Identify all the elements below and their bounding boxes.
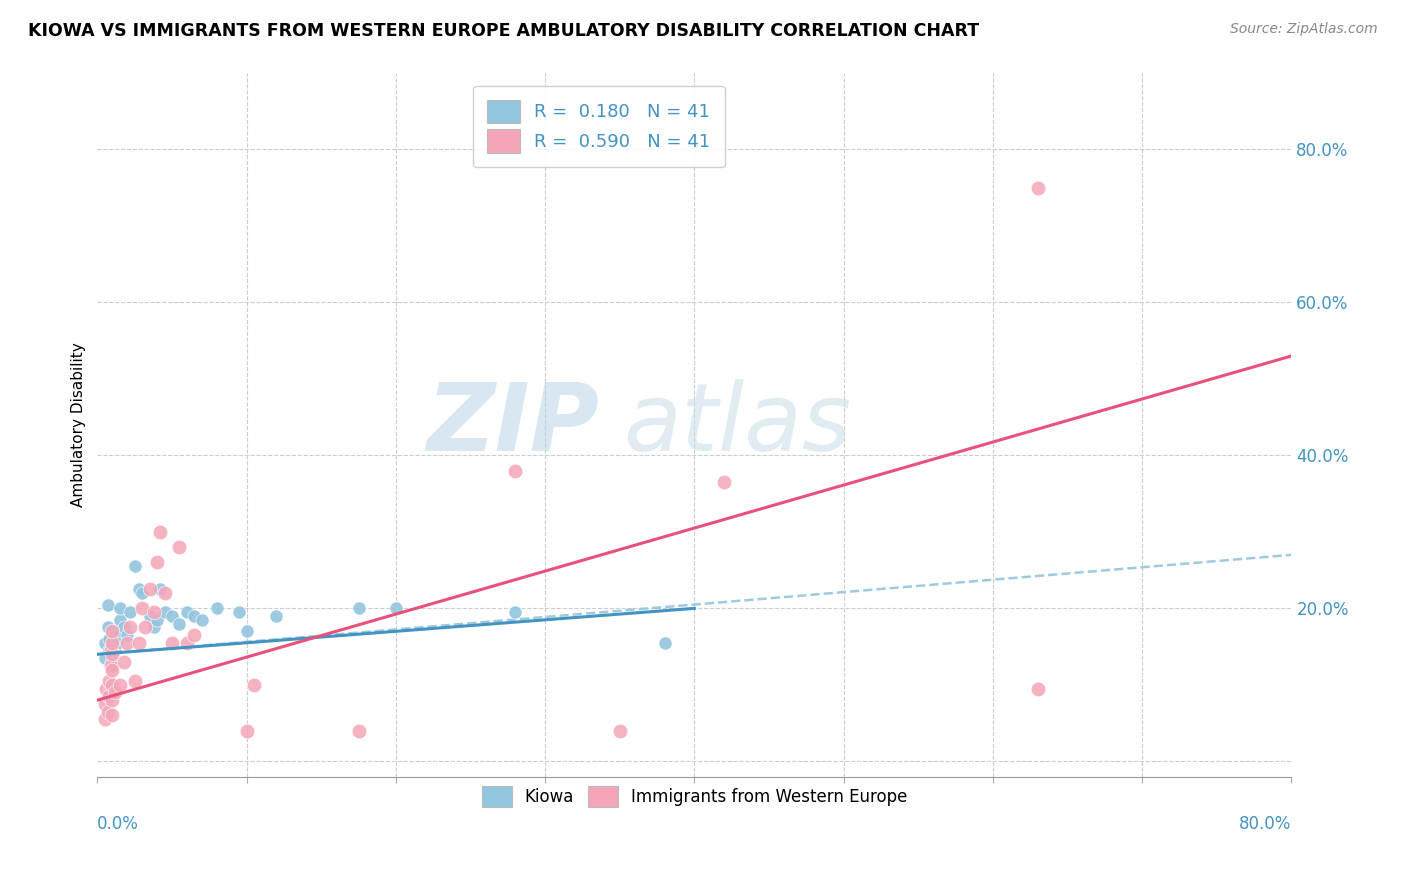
Point bbox=[1026, 681, 1049, 696]
Point bbox=[100, 658, 122, 673]
Point bbox=[108, 613, 131, 627]
Point bbox=[134, 620, 156, 634]
Point bbox=[124, 559, 146, 574]
Point bbox=[347, 723, 370, 738]
Point bbox=[94, 712, 117, 726]
Point bbox=[100, 655, 122, 669]
Point bbox=[143, 620, 166, 634]
Point bbox=[104, 685, 127, 699]
Point bbox=[713, 475, 735, 490]
Point bbox=[104, 628, 127, 642]
Point bbox=[115, 636, 138, 650]
Point bbox=[131, 601, 153, 615]
Point bbox=[1026, 180, 1049, 194]
Text: Source: ZipAtlas.com: Source: ZipAtlas.com bbox=[1230, 22, 1378, 37]
Point bbox=[115, 628, 138, 642]
Point bbox=[191, 613, 214, 627]
Point bbox=[98, 643, 121, 657]
Point bbox=[124, 673, 146, 688]
Point bbox=[94, 636, 117, 650]
Point bbox=[146, 613, 169, 627]
Point bbox=[101, 647, 124, 661]
Point bbox=[101, 708, 124, 723]
Point bbox=[138, 582, 160, 597]
Point bbox=[128, 582, 150, 597]
Text: ZIP: ZIP bbox=[426, 379, 599, 471]
Point bbox=[149, 582, 172, 597]
Point bbox=[101, 636, 124, 650]
Point bbox=[235, 624, 257, 639]
Point bbox=[98, 690, 121, 704]
Point bbox=[169, 540, 191, 554]
Point bbox=[228, 605, 250, 619]
Point bbox=[94, 697, 117, 711]
Point bbox=[100, 640, 122, 654]
Point bbox=[183, 628, 205, 642]
Point bbox=[385, 601, 408, 615]
Point bbox=[108, 678, 131, 692]
Point bbox=[143, 605, 166, 619]
Point bbox=[205, 601, 228, 615]
Point bbox=[94, 651, 117, 665]
Point bbox=[105, 636, 128, 650]
Point bbox=[96, 681, 118, 696]
Point bbox=[176, 605, 198, 619]
Text: 80.0%: 80.0% bbox=[1239, 815, 1292, 833]
Point bbox=[183, 609, 205, 624]
Point bbox=[97, 598, 120, 612]
Point bbox=[97, 705, 120, 719]
Point bbox=[120, 620, 142, 634]
Point bbox=[243, 678, 266, 692]
Point bbox=[153, 605, 176, 619]
Point bbox=[169, 616, 191, 631]
Point bbox=[128, 636, 150, 650]
Point bbox=[108, 601, 131, 615]
Point bbox=[138, 609, 160, 624]
Point bbox=[98, 673, 121, 688]
Text: KIOWA VS IMMIGRANTS FROM WESTERN EUROPE AMBULATORY DISABILITY CORRELATION CHART: KIOWA VS IMMIGRANTS FROM WESTERN EUROPE … bbox=[28, 22, 979, 40]
Point bbox=[112, 620, 135, 634]
Point bbox=[101, 624, 124, 639]
Point bbox=[160, 636, 183, 650]
Point bbox=[149, 524, 172, 539]
Point bbox=[101, 636, 124, 650]
Point bbox=[112, 655, 135, 669]
Point bbox=[97, 620, 120, 634]
Point bbox=[347, 601, 370, 615]
Point bbox=[266, 609, 288, 624]
Point bbox=[98, 632, 121, 646]
Point bbox=[120, 605, 142, 619]
Text: 0.0%: 0.0% bbox=[97, 815, 139, 833]
Point bbox=[100, 643, 122, 657]
Point bbox=[146, 556, 169, 570]
Point bbox=[160, 609, 183, 624]
Point bbox=[101, 693, 124, 707]
Point bbox=[654, 636, 676, 650]
Point bbox=[503, 464, 526, 478]
Point bbox=[176, 636, 198, 650]
Point bbox=[101, 678, 124, 692]
Point bbox=[131, 586, 153, 600]
Text: atlas: atlas bbox=[623, 379, 851, 470]
Point bbox=[104, 643, 127, 657]
Point bbox=[101, 647, 124, 661]
Y-axis label: Ambulatory Disability: Ambulatory Disability bbox=[72, 343, 86, 508]
Legend: Kiowa, Immigrants from Western Europe: Kiowa, Immigrants from Western Europe bbox=[475, 780, 914, 814]
Point bbox=[609, 723, 631, 738]
Point bbox=[101, 658, 124, 673]
Point bbox=[235, 723, 257, 738]
Point bbox=[153, 586, 176, 600]
Point bbox=[503, 605, 526, 619]
Point bbox=[101, 624, 124, 639]
Point bbox=[101, 663, 124, 677]
